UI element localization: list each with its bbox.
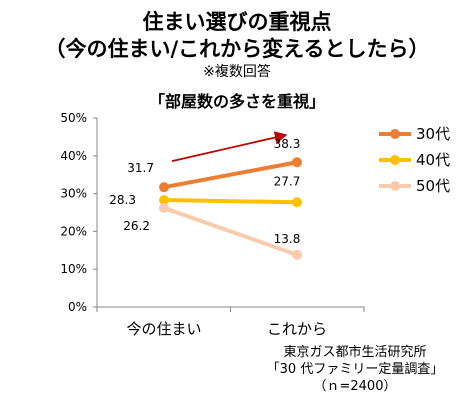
legend-entry-label: 40代 [416, 151, 450, 169]
x-category-label: これから [267, 320, 327, 338]
data-label: 26.2 [123, 219, 150, 233]
data-label: 31.7 [127, 161, 154, 175]
data-point [159, 195, 169, 206]
data-point [292, 249, 302, 260]
chart-subtitle: 「部屋数の多さを重視」 [148, 92, 325, 111]
chart-title-line-2: （今の住まい/これから変えるとしたら） [44, 37, 430, 61]
data-point [159, 182, 169, 193]
chart-title-line-1: 住まい選びの重視点 [142, 10, 332, 34]
legend-entry-label: 50代 [416, 177, 450, 195]
source-citation: 東京ガス都市生活研究所 「30 代ファミリー定量調査」 （ｎ=2400） [250, 344, 460, 395]
series-line [163, 160, 298, 190]
data-label: 38.3 [274, 137, 301, 151]
y-tick-label: 20% [60, 224, 87, 238]
source-line-2: 「30 代ファミリー定量調査」 [266, 362, 444, 377]
data-label: 13.8 [274, 232, 301, 246]
trend-arrow [171, 131, 288, 163]
y-tick-label: 40% [60, 149, 87, 163]
data-point [292, 157, 302, 168]
x-category-label: 今の住まい [126, 320, 201, 338]
legend-swatch-marker [390, 129, 400, 139]
y-tick-label: 0% [68, 300, 87, 314]
y-tick-label: 10% [60, 262, 87, 276]
data-point [292, 197, 302, 208]
y-tick-label: 50% [60, 111, 87, 125]
data-point [159, 202, 169, 213]
sample-size: （ｎ=2400） [313, 379, 397, 394]
legend-swatch-marker [390, 181, 400, 191]
legend-swatch-marker [390, 155, 400, 165]
data-label: 27.7 [274, 174, 301, 188]
series-line [163, 206, 298, 257]
multiple-answer-note: ※複数回答 [203, 64, 271, 80]
source-line-1: 東京ガス都市生活研究所 [283, 345, 427, 360]
series-line [163, 198, 298, 205]
data-label: 28.3 [109, 193, 136, 207]
legend-entry-label: 30代 [416, 125, 450, 143]
y-tick-label: 30% [60, 187, 87, 201]
